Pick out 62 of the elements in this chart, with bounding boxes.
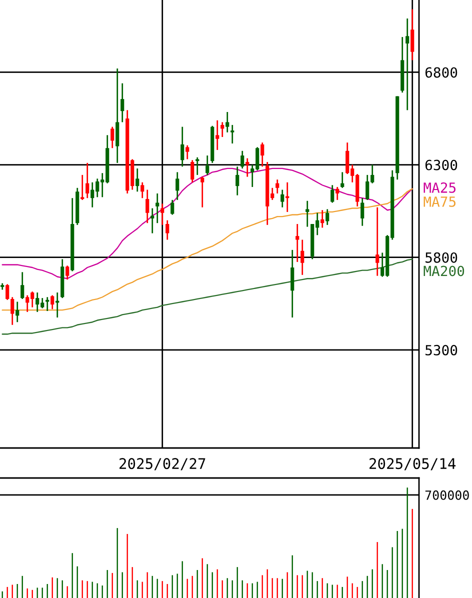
candlestick	[336, 186, 340, 201]
candlestick	[300, 239, 304, 276]
x-tick-label: 2025/02/27	[120, 458, 206, 470]
series-label: MA200	[424, 266, 464, 276]
candlestick	[136, 168, 140, 192]
candlestick	[20, 271, 24, 300]
candlestick	[200, 176, 204, 208]
candlestick	[10, 296, 14, 326]
candlestick	[230, 124, 234, 144]
series-label: MA25	[424, 182, 456, 193]
candlestick	[206, 154, 210, 176]
candlestick	[6, 283, 10, 301]
candlestick	[186, 144, 190, 160]
candlestick	[286, 182, 290, 213]
candlestick	[170, 199, 174, 216]
candlestick	[340, 171, 344, 189]
candlestick	[120, 82, 124, 123]
series-label: MA75	[424, 196, 456, 207]
candlestick	[160, 202, 164, 226]
candlestick	[180, 126, 184, 168]
candlestick	[360, 197, 364, 227]
line-series	[2, 168, 413, 280]
candlestick	[236, 166, 240, 196]
candlestick	[16, 301, 20, 323]
candlestick	[66, 264, 70, 280]
candlestick	[46, 296, 50, 312]
candlestick	[196, 156, 200, 176]
candlestick	[216, 120, 220, 151]
candlestick	[146, 189, 150, 224]
candlestick	[290, 249, 294, 318]
candlestick	[306, 200, 310, 228]
candlestick	[140, 182, 144, 199]
candlestick	[326, 208, 330, 226]
y-tick-label: 700000	[425, 490, 469, 500]
x-tick-label: 2025/05/14	[370, 458, 456, 470]
candlestick	[240, 150, 244, 170]
y-tick-label: 5800	[426, 252, 458, 263]
line-series	[2, 258, 413, 335]
candlestick	[376, 206, 380, 277]
y-tick-label: 5300	[426, 344, 458, 356]
candlestick	[50, 294, 54, 310]
candlestick	[330, 184, 334, 204]
candlestick	[190, 159, 194, 184]
candlestick	[296, 223, 300, 263]
candlestick	[86, 162, 90, 199]
candlestick	[176, 171, 180, 201]
candlestick	[80, 174, 84, 201]
candlestick	[150, 208, 154, 234]
candlestick	[320, 209, 324, 228]
candlestick	[260, 142, 264, 168]
candlestick	[166, 220, 170, 240]
y-tick-label: 6300	[425, 160, 458, 170]
candlestick	[220, 121, 224, 138]
candlestick	[156, 192, 160, 224]
candlestick	[110, 126, 114, 149]
candlestick	[410, 8, 414, 61]
candlestick	[246, 158, 250, 178]
candlestick	[406, 18, 410, 111]
candlestick	[226, 111, 230, 134]
candlestick	[276, 178, 280, 194]
y-tick-label: 6800	[425, 67, 458, 78]
candlestick	[280, 189, 284, 208]
